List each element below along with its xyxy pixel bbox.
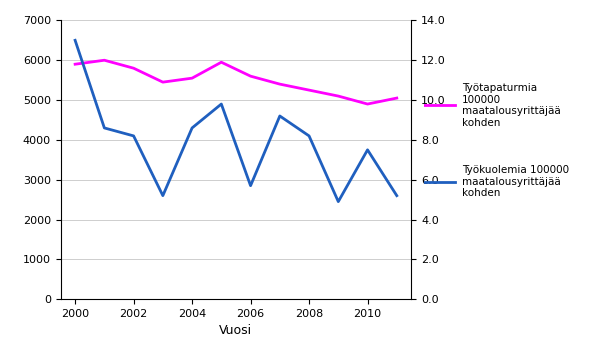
Text: Työtapaturmia
100000
maatalousyrittäjää
kohden: Työtapaturmia 100000 maatalousyrittäjää … — [462, 83, 561, 128]
X-axis label: Vuosi: Vuosi — [220, 324, 252, 338]
Text: Työkuolemia 100000
maatalousyrittäjää
kohden: Työkuolemia 100000 maatalousyrittäjää ko… — [462, 165, 569, 199]
